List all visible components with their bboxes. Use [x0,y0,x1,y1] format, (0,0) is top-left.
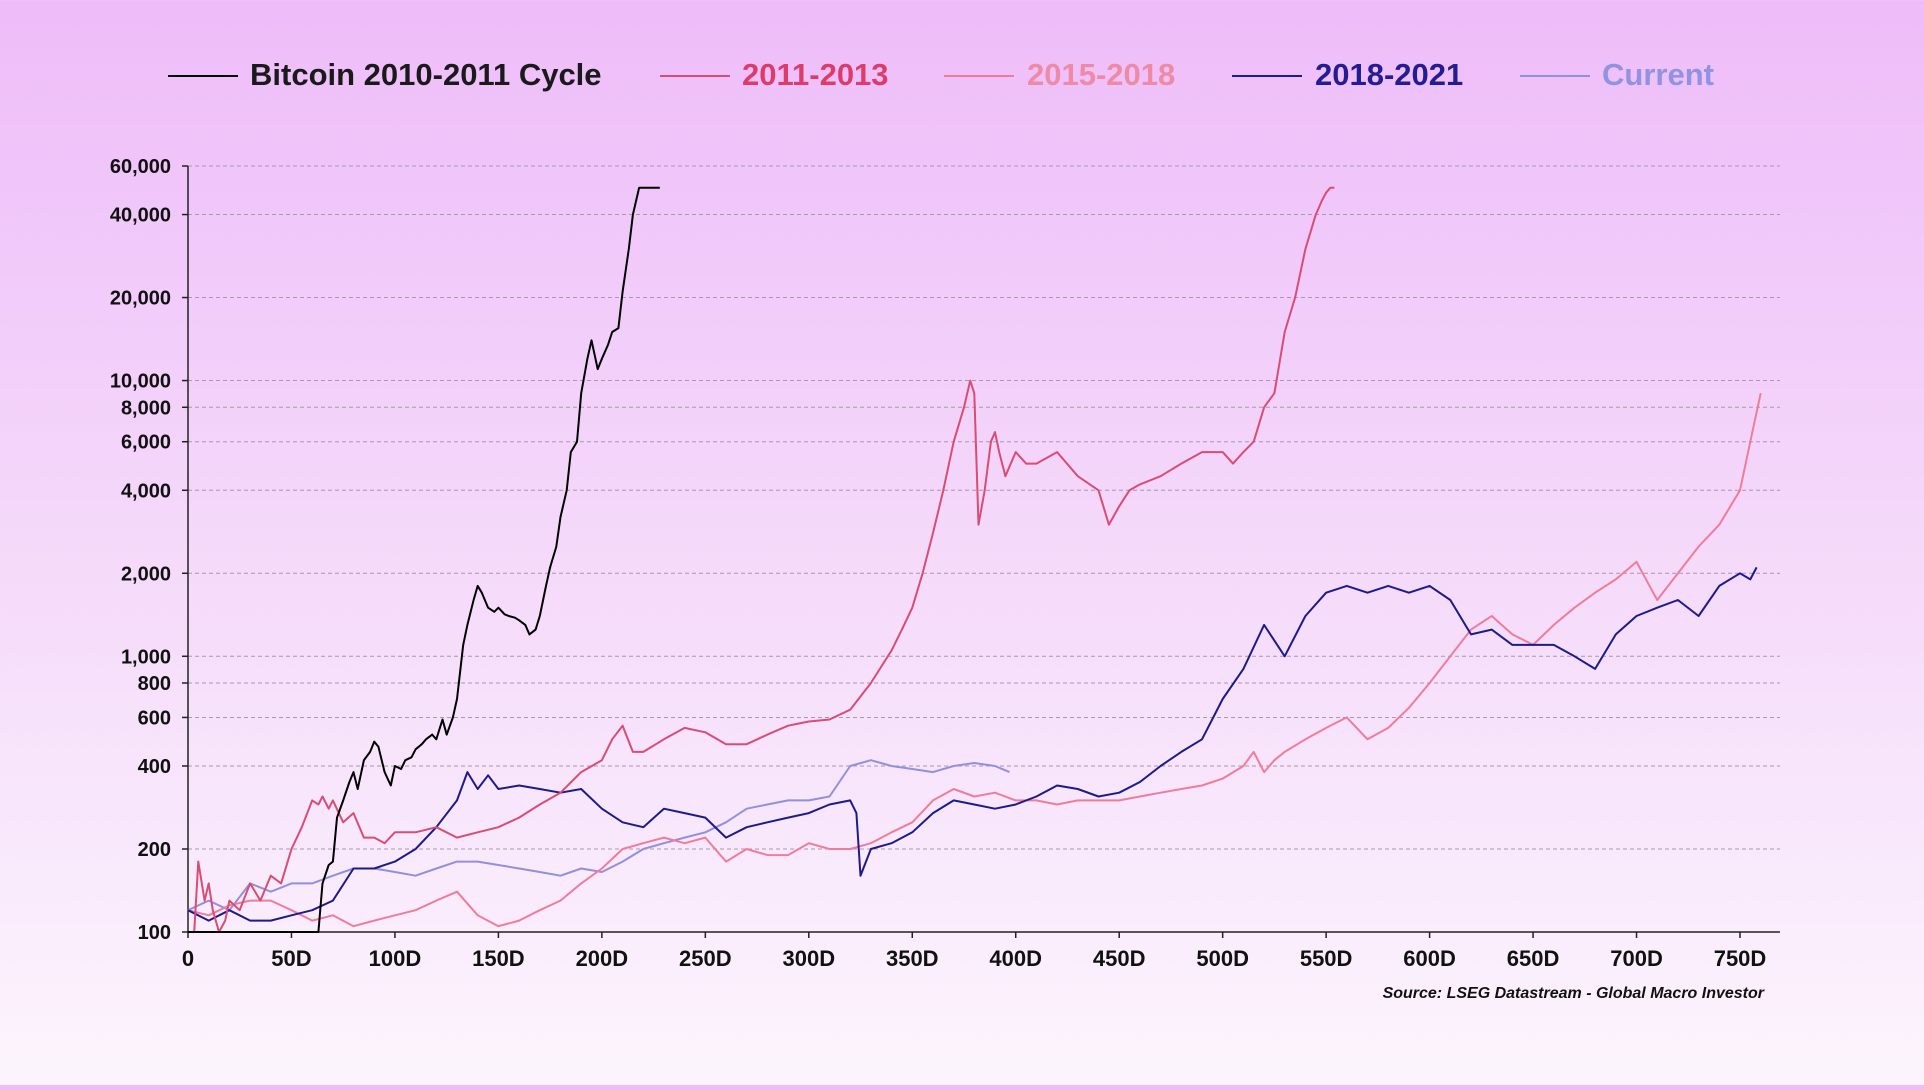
x-tick-label: 550D [1300,946,1353,971]
x-tick-label: 300D [783,946,836,971]
series-line-current [187,759,1010,912]
x-tick-label: 250D [679,946,732,971]
y-tick-label: 40,000 [110,205,171,227]
x-tick-label: 400D [989,946,1042,971]
x-tick-label: 50D [271,946,311,971]
series-line-2015-2018 [187,392,1762,928]
legend-label-2: 2015-2018 [1027,57,1175,92]
legend: Bitcoin 2010-2011 Cycle 2011-2013 2015-201… [168,57,1714,92]
legend-label-3: 2018-2021 [1315,57,1463,92]
source-note: Source: LSEG Datastream - Global Macro I… [1383,985,1765,1002]
x-tick-label: 450D [1093,946,1146,971]
y-axis-ticks: 100 200 400 600 800 1,000 2,000 4,000 6,000 8,000… [110,156,188,944]
x-tick-label: 650D [1507,946,1560,971]
x-tick-label: 100D [369,946,422,971]
x-tick-label: 750D [1714,946,1767,971]
x-tick-label: 150D [472,946,525,971]
legend-label-4: Current [1602,57,1714,92]
y-tick-label: 200 [138,839,171,861]
y-tick-label: 800 [138,673,171,695]
y-tick-label: 8,000 [121,397,171,419]
y-tick-label: 20,000 [110,288,171,310]
x-axis-ticks: 0 50D 100D 150D 200D 250D 300D 350D 400D 450D 500D… [182,932,1766,971]
y-tick-label: 400 [138,756,171,778]
axes [187,166,1780,933]
x-tick-label: 0 [182,946,194,971]
x-tick-label: 700D [1610,946,1663,971]
y-tick-label: 60,000 [110,156,171,178]
x-tick-label: 200D [576,946,629,971]
x-tick-label: 350D [886,946,939,971]
gridlines [188,165,1780,850]
y-tick-label: 10,000 [110,371,171,393]
y-tick-label: 2,000 [121,563,171,585]
series-lines [187,186,1762,933]
y-tick-label: 1,000 [121,646,171,668]
x-tick-label: 600D [1403,946,1456,971]
y-tick-label: 600 [138,707,171,729]
y-tick-label: 100 [138,922,171,944]
series-line-2018-2021 [187,566,1758,922]
series-line-2011-2013 [188,186,1335,933]
legend-label-1: 2011-2013 [742,57,889,92]
series-line-bitcoin-2010-2011-cycle [188,186,660,933]
legend-label-0: Bitcoin 2010-2011 Cycle [250,57,602,92]
y-tick-label: 4,000 [121,480,171,502]
x-tick-label: 500D [1196,946,1249,971]
y-tick-label: 6,000 [121,432,171,454]
